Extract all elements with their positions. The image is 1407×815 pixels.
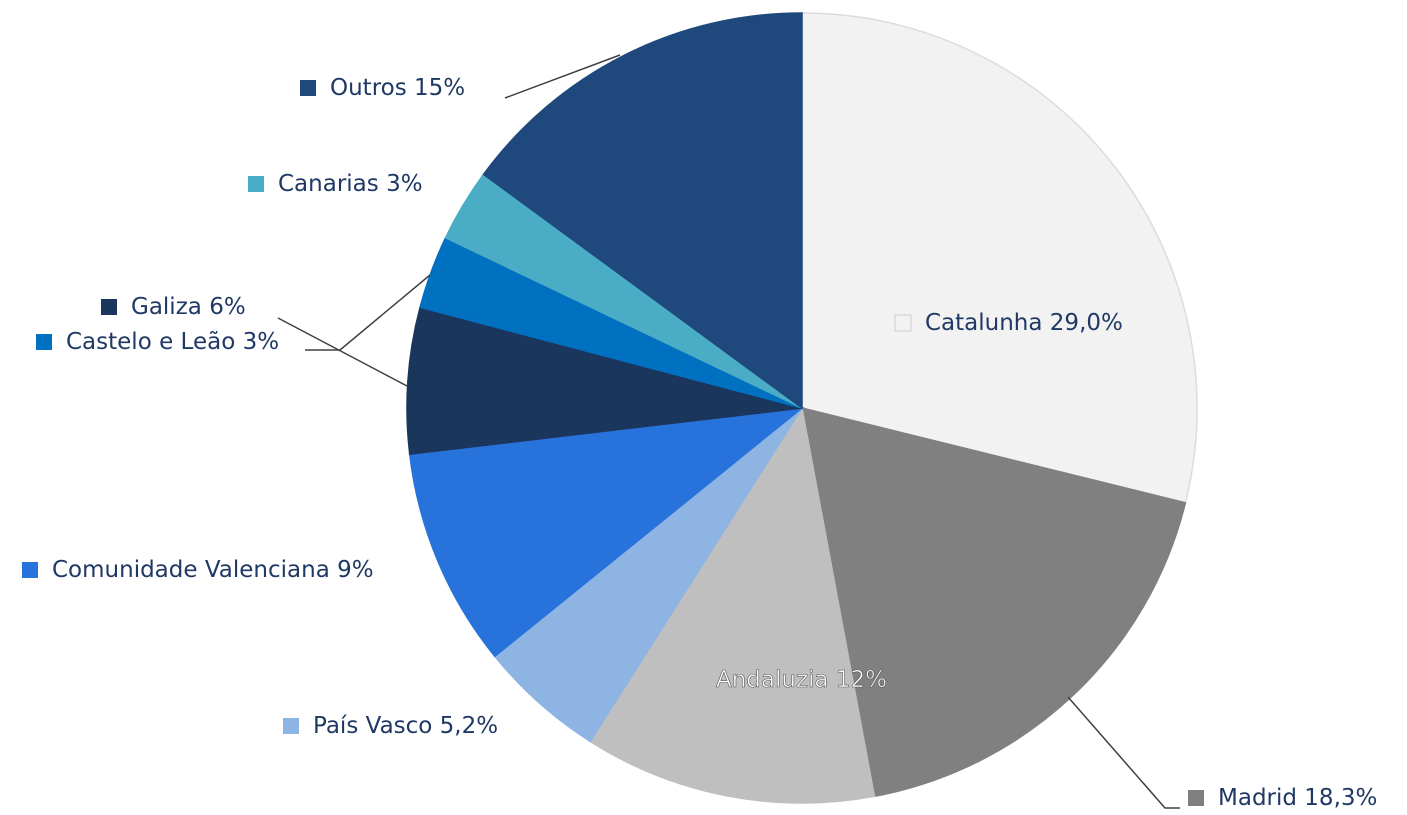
pie-slice bbox=[408, 406, 805, 658]
value-label: 6% bbox=[209, 294, 246, 320]
value-label: 29,0% bbox=[1050, 310, 1123, 336]
value-label: 3% bbox=[243, 329, 280, 355]
leader-line bbox=[1067, 696, 1180, 809]
leader-line bbox=[277, 317, 408, 387]
pie-slice bbox=[482, 12, 803, 410]
category-name: Andaluzia bbox=[716, 667, 829, 693]
leader-line bbox=[305, 274, 431, 351]
legend-swatch bbox=[36, 334, 52, 350]
data-label: Madrid 18,3% bbox=[1218, 785, 1377, 811]
legend-swatch bbox=[283, 718, 299, 734]
pie-slice bbox=[589, 405, 876, 804]
data-label: País Vasco 5,2% bbox=[313, 713, 498, 739]
category-name: País Vasco bbox=[313, 713, 432, 739]
legend-swatch bbox=[22, 562, 38, 578]
category-name: Canarias bbox=[278, 171, 379, 197]
data-label: Comunidade Valenciana 9% bbox=[52, 557, 374, 583]
value-label: 12% bbox=[836, 667, 887, 693]
category-name: Catalunha bbox=[925, 310, 1042, 336]
leader-line bbox=[504, 54, 621, 99]
category-name: Castelo e Leão bbox=[66, 329, 235, 355]
pie-slice bbox=[406, 306, 803, 456]
value-label: 9% bbox=[337, 557, 374, 583]
legend-swatch bbox=[248, 176, 264, 192]
legend-swatch bbox=[101, 299, 117, 315]
data-label: Galiza 6% bbox=[131, 294, 246, 320]
value-label: 18,3% bbox=[1304, 785, 1377, 811]
data-label: Andaluzia 12% bbox=[716, 667, 887, 693]
category-name: Outros bbox=[330, 75, 407, 101]
category-name: Comunidade Valenciana bbox=[52, 557, 330, 583]
data-label: Castelo e Leão 3% bbox=[66, 329, 279, 355]
value-label: 15% bbox=[414, 75, 465, 101]
pie-slice bbox=[801, 12, 1198, 504]
category-name: Madrid bbox=[1218, 785, 1297, 811]
data-label: Canarias 3% bbox=[278, 171, 423, 197]
legend-swatch bbox=[894, 314, 912, 332]
legend-swatch bbox=[300, 80, 316, 96]
pie-slice bbox=[801, 406, 1187, 798]
value-label: 5,2% bbox=[440, 713, 498, 739]
value-label: 3% bbox=[386, 171, 423, 197]
category-name: Galiza bbox=[131, 294, 202, 320]
data-label: Outros 15% bbox=[330, 75, 465, 101]
leader-lines bbox=[277, 54, 1180, 809]
legend-swatch bbox=[1188, 790, 1204, 806]
data-label: Catalunha 29,0% bbox=[925, 310, 1123, 336]
